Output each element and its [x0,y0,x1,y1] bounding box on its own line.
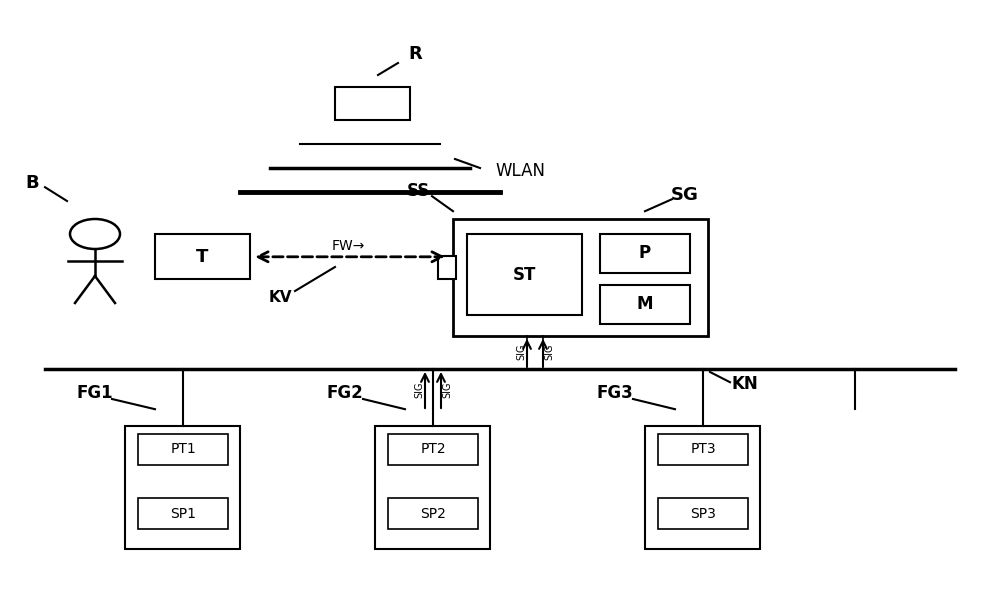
Bar [155,234,250,279]
Text: SS: SS [406,182,430,200]
Circle shape [70,219,120,249]
Text: SG: SG [671,186,699,204]
Text: WLAN: WLAN [495,162,545,180]
Text: M: M [637,295,653,313]
Bar [600,285,690,324]
Text: FW→: FW→ [331,239,365,253]
Bar [138,434,228,465]
Text: ST: ST [513,265,536,283]
Text: FG1: FG1 [77,384,113,402]
Bar [658,498,748,529]
Bar [438,256,456,279]
Text: PT1: PT1 [170,442,196,457]
Bar [388,434,478,465]
Text: SIG: SIG [544,344,554,361]
Text: B: B [25,174,39,192]
Text: SIG: SIG [414,382,424,398]
Text: R: R [408,45,422,63]
Bar [125,426,240,549]
Bar [453,219,708,336]
Text: SIG: SIG [442,382,452,398]
Text: KN: KN [732,375,758,393]
Bar [658,434,748,465]
Text: SP3: SP3 [690,506,716,521]
Bar [335,87,410,120]
Text: SP2: SP2 [420,506,446,521]
Bar [645,426,760,549]
Bar [388,498,478,529]
Bar [138,498,228,529]
Text: SP1: SP1 [170,506,196,521]
Text: P: P [639,245,651,263]
Text: FG3: FG3 [597,384,633,402]
Text: PT2: PT2 [420,442,446,457]
Text: SIG: SIG [516,344,526,361]
Bar [600,234,690,273]
Bar [467,234,582,315]
Text: T: T [196,247,209,265]
Text: FG2: FG2 [327,384,363,402]
Text: PT3: PT3 [690,442,716,457]
Text: KV: KV [268,289,292,304]
Bar [375,426,490,549]
